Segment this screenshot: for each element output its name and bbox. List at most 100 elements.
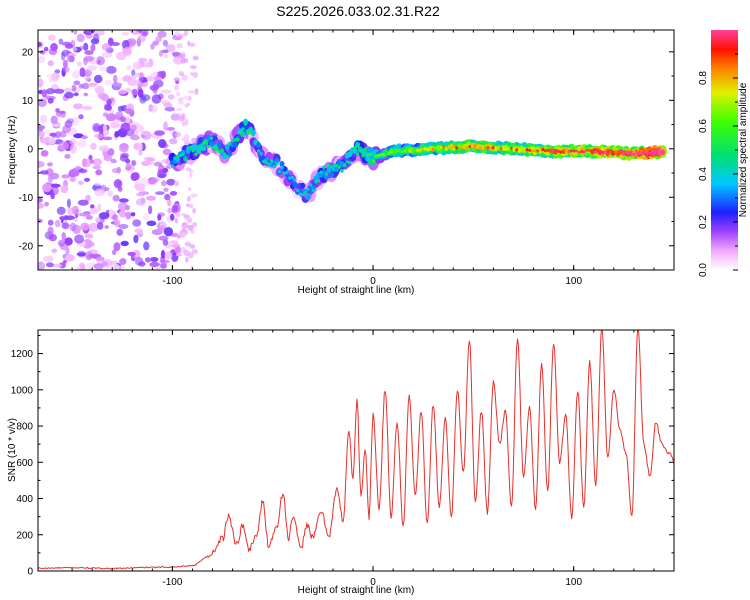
heatmap-y-axis: 20 10 0 -10 -20 bbox=[19, 47, 674, 271]
heatmap-noise-cell bbox=[181, 222, 188, 229]
heatmap-noise-cell bbox=[71, 84, 77, 92]
heatmap-noise-cell bbox=[95, 169, 103, 176]
heatmap-noise-cell bbox=[158, 139, 167, 148]
heatmap-noise-cell bbox=[84, 30, 96, 35]
heatmap-signal-cell bbox=[217, 149, 221, 154]
heatmap-noise-cell bbox=[78, 114, 84, 120]
heatmap-signal-cell bbox=[254, 139, 258, 143]
heatmap-signal-cell bbox=[523, 146, 526, 151]
heatmap-signal-cell bbox=[236, 137, 240, 142]
heatmap-signal-cell bbox=[275, 162, 279, 166]
heatmap-noise-cell bbox=[78, 180, 84, 185]
heatmap-noise-cell bbox=[133, 234, 139, 244]
heatmap-noise-cell bbox=[166, 126, 175, 131]
heatmap-signal-cell bbox=[264, 160, 268, 165]
heatmap-signal-cell bbox=[173, 156, 177, 160]
heatmap-signal-cell bbox=[355, 141, 361, 148]
heatmap-noise-cell bbox=[89, 207, 99, 215]
heatmap-noise-cell bbox=[38, 78, 44, 88]
heatmap-noise-cell bbox=[76, 252, 87, 257]
heatmap-noise-cell bbox=[88, 222, 99, 232]
colorbar-axis: 0.0 0.2 0.4 0.6 0.8 bbox=[698, 53, 738, 277]
heatmap-noise-cell bbox=[181, 54, 186, 59]
heatmap-noise-cell bbox=[38, 202, 45, 209]
heatmap-noise-cell bbox=[85, 194, 91, 202]
heatmap-noise-cell bbox=[163, 102, 173, 108]
heatmap-noise-cell bbox=[163, 227, 174, 237]
heatmap-noise-cell bbox=[101, 52, 113, 58]
heatmap-signal-cell bbox=[181, 152, 185, 157]
heatmap-signal-cell bbox=[572, 149, 576, 153]
heatmap-signal-cell bbox=[207, 144, 211, 149]
heatmap-noise-cell bbox=[186, 217, 193, 223]
colorbar-gradient bbox=[711, 30, 738, 270]
heatmap-signal-cell bbox=[645, 152, 649, 156]
heatmap-signal-cell bbox=[204, 142, 208, 146]
heatmap-signal-cell bbox=[434, 146, 438, 150]
heatmap-noise-cell bbox=[61, 232, 66, 241]
heatmap-y-tick-label: 10 bbox=[22, 96, 34, 107]
heatmap-noise-cell bbox=[186, 203, 190, 207]
heatmap-signal-cell bbox=[424, 147, 427, 151]
heatmap-noise-cell bbox=[121, 39, 130, 50]
heatmap-noise-cell bbox=[76, 140, 87, 148]
heatmap-noise-cell bbox=[138, 149, 143, 156]
heatmap-noise-cell bbox=[189, 244, 196, 249]
heatmap-noise-cell bbox=[194, 88, 199, 95]
heatmap-noise-cell bbox=[104, 79, 112, 86]
heatmap-noise-cell bbox=[134, 228, 143, 234]
heatmap-signal-cell bbox=[590, 149, 594, 153]
heatmap-signal-cell bbox=[202, 141, 206, 145]
heatmap-noise-cell bbox=[44, 201, 49, 207]
heatmap-noise-cell bbox=[104, 187, 110, 192]
heatmap-noise-cell bbox=[170, 213, 175, 221]
heatmap-noise-cell bbox=[43, 46, 49, 52]
heatmap-noise-cell bbox=[85, 215, 93, 220]
heatmap-noise-cell bbox=[98, 145, 110, 152]
heatmap-noise-cell bbox=[174, 131, 181, 138]
heatmap-signal-cell bbox=[580, 149, 584, 154]
heatmap-signal-track bbox=[166, 118, 667, 203]
heatmap-signal-cell bbox=[335, 163, 339, 167]
heatmap-signal-cell bbox=[426, 148, 430, 152]
heatmap-noise-cell bbox=[121, 31, 130, 36]
heatmap-noise-cell bbox=[38, 197, 43, 203]
heatmap-noise-cell bbox=[192, 222, 198, 228]
heatmap-noise-cell bbox=[76, 61, 82, 67]
heatmap-noise-cell bbox=[174, 217, 179, 224]
heatmap-signal-cell bbox=[293, 178, 297, 182]
heatmap-signal-cell bbox=[444, 147, 448, 151]
heatmap-noise-cell bbox=[58, 141, 70, 151]
heatmap-noise-cell bbox=[51, 248, 58, 254]
heatmap-noise-cell bbox=[45, 88, 56, 95]
heatmap-signal-cell bbox=[471, 144, 474, 148]
heatmap-signal-cell bbox=[230, 138, 234, 143]
heatmap-noise-cell bbox=[160, 89, 172, 94]
heatmap-signal-cell bbox=[606, 149, 610, 153]
heatmap-signal-cell bbox=[661, 149, 665, 153]
heatmap-signal-cell bbox=[611, 150, 615, 155]
heatmap-signal-cell bbox=[627, 151, 631, 155]
heatmap-signal-cell bbox=[431, 147, 435, 152]
heatmap-signal-cell bbox=[303, 191, 307, 195]
heatmap-signal-cell bbox=[216, 141, 222, 148]
heatmap-noise-cell bbox=[192, 207, 197, 214]
heatmap-signal-cell bbox=[366, 153, 370, 157]
heatmap-noise-cell bbox=[82, 158, 87, 168]
heatmap-noise-cell bbox=[60, 184, 69, 194]
heatmap-noise-cell bbox=[144, 257, 152, 263]
heatmap-noise-cell bbox=[115, 51, 127, 61]
heatmap-noise-cell bbox=[38, 218, 43, 223]
heatmap-signal-cell bbox=[241, 127, 245, 131]
heatmap-noise-cell bbox=[190, 193, 196, 198]
heatmap-signal-cell bbox=[379, 153, 383, 157]
heatmap-signal-cell bbox=[212, 146, 216, 150]
heatmap-signal-cell bbox=[577, 150, 581, 154]
heatmap-signal-cell bbox=[206, 134, 212, 141]
heatmap-noise-cell bbox=[141, 130, 150, 136]
heatmap-noise-cell bbox=[44, 129, 51, 135]
heatmap-signal-cell bbox=[269, 159, 274, 163]
heatmap-signal-cell bbox=[583, 150, 586, 154]
heatmap-signal-cell bbox=[377, 153, 380, 157]
